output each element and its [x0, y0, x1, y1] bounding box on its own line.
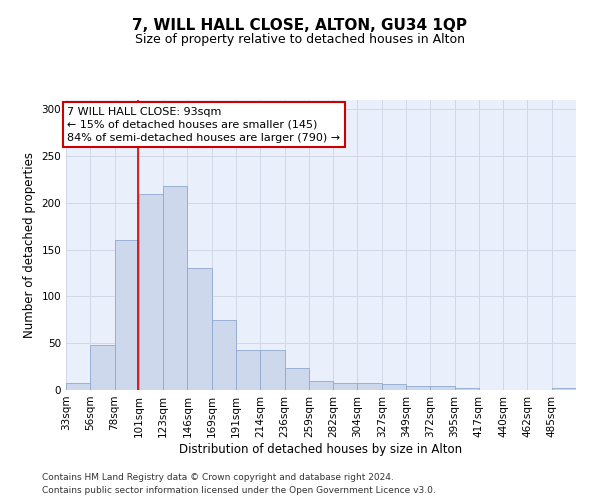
Text: Contains public sector information licensed under the Open Government Licence v3: Contains public sector information licen…: [42, 486, 436, 495]
Bar: [382, 384, 406, 390]
Text: 7, WILL HALL CLOSE, ALTON, GU34 1QP: 7, WILL HALL CLOSE, ALTON, GU34 1QP: [133, 18, 467, 32]
Y-axis label: Number of detached properties: Number of detached properties: [23, 152, 36, 338]
Bar: [187, 268, 212, 390]
Bar: [115, 240, 139, 390]
Bar: [163, 186, 187, 390]
Bar: [236, 350, 260, 390]
X-axis label: Distribution of detached houses by size in Alton: Distribution of detached houses by size …: [179, 442, 463, 456]
Text: Contains HM Land Registry data © Crown copyright and database right 2024.: Contains HM Land Registry data © Crown c…: [42, 474, 394, 482]
Bar: [309, 380, 333, 390]
Bar: [552, 388, 576, 390]
Text: Size of property relative to detached houses in Alton: Size of property relative to detached ho…: [135, 32, 465, 46]
Text: 7 WILL HALL CLOSE: 93sqm
← 15% of detached houses are smaller (145)
84% of semi-: 7 WILL HALL CLOSE: 93sqm ← 15% of detach…: [67, 106, 340, 143]
Bar: [333, 382, 358, 390]
Bar: [455, 388, 479, 390]
Bar: [284, 368, 309, 390]
Bar: [139, 194, 163, 390]
Bar: [90, 345, 115, 390]
Bar: [260, 350, 284, 390]
Bar: [406, 386, 430, 390]
Bar: [212, 320, 236, 390]
Bar: [66, 384, 90, 390]
Bar: [430, 386, 455, 390]
Bar: [358, 384, 382, 390]
